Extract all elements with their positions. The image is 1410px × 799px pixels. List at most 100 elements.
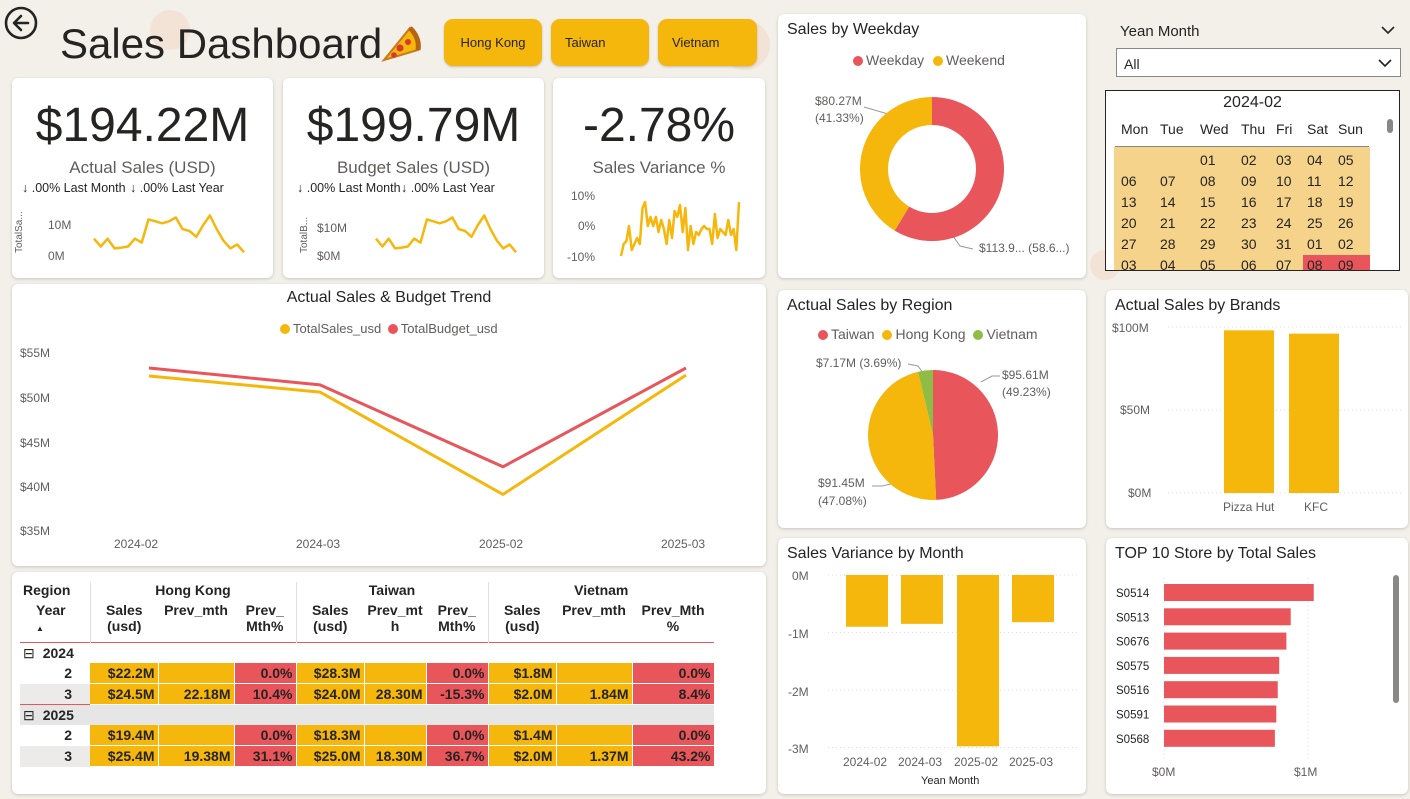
calendar-day[interactable]: 10 bbox=[1276, 173, 1292, 189]
region-pie-card[interactable]: Actual Sales by Region Taiwan Hong Kong … bbox=[778, 290, 1086, 528]
top-stores-bar-chart: $0M $1M S0514 S0513 S0676 S0575 S0516 S0591 S0… bbox=[1116, 578, 1317, 779]
calendar-day[interactable]: 08 bbox=[1200, 173, 1216, 189]
calendar-day[interactable]: 26 bbox=[1338, 215, 1354, 231]
calendar-day[interactable]: 07 bbox=[1160, 173, 1176, 189]
hong-kong-button[interactable]: Hong Kong bbox=[444, 19, 542, 66]
calendar-day[interactable]: 01 bbox=[1200, 152, 1216, 168]
matrix-year-header: Year ▲ bbox=[20, 602, 90, 643]
calendar-scrollbar[interactable] bbox=[1387, 119, 1393, 133]
calendar-day[interactable]: 27 bbox=[1121, 236, 1137, 252]
collapse-icon[interactable]: ⊟ bbox=[23, 706, 35, 723]
calendar-day[interactable]: 15 bbox=[1200, 194, 1216, 210]
y-tick: -3M bbox=[788, 742, 809, 756]
matrix-value-cell: 0.0% bbox=[632, 725, 715, 746]
matrix-value-cell: 10.4% bbox=[234, 683, 297, 705]
calendar-day[interactable]: 14 bbox=[1160, 194, 1176, 210]
calendar-day[interactable]: 07 bbox=[1276, 257, 1292, 271]
calendar-day[interactable]: 29 bbox=[1200, 236, 1216, 252]
calendar-day[interactable]: 16 bbox=[1241, 194, 1257, 210]
region-matrix-card[interactable]: Region Hong Kong Taiwan Vietnam Year ▲ Sales (u… bbox=[12, 572, 766, 794]
matrix-value-cell bbox=[556, 663, 633, 684]
calendar-day[interactable]: 22 bbox=[1200, 215, 1216, 231]
calendar-day[interactable]: 13 bbox=[1121, 194, 1137, 210]
table-row: 3 $24.5M 22.18M 10.4% $24.0M 28.30M -15.3% $2.0… bbox=[20, 683, 715, 705]
calendar-day[interactable]: 19 bbox=[1338, 194, 1354, 210]
calendar-day[interactable]: 06 bbox=[1241, 257, 1257, 271]
legend-swatch bbox=[280, 324, 290, 334]
matrix-column-header-line: Sales bbox=[105, 602, 143, 618]
matrix-value-cell: 19.38M bbox=[158, 745, 235, 767]
calendar-day[interactable]: 04 bbox=[1160, 257, 1176, 271]
matrix-value-cell: 43.2% bbox=[632, 745, 715, 767]
legend-label: Vietnam bbox=[986, 326, 1038, 342]
calendar-day[interactable]: 31 bbox=[1276, 236, 1292, 252]
calendar-day[interactable]: 18 bbox=[1307, 194, 1323, 210]
calendar-day[interactable]: 02 bbox=[1241, 152, 1257, 168]
variance-bar-2 bbox=[957, 575, 999, 747]
pie-slice-hong-kong bbox=[868, 371, 937, 500]
matrix-year-row[interactable]: ⊟ 2024 bbox=[20, 642, 714, 664]
calendar-day[interactable]: 03 bbox=[1121, 257, 1137, 271]
matrix-column-header: Prev_Mth% bbox=[632, 602, 714, 643]
matrix-value-cell: 1.37M bbox=[556, 745, 633, 767]
back-button[interactable] bbox=[4, 6, 38, 40]
matrix-column-header: Sales (usd) bbox=[487, 602, 556, 643]
top-stores-chart-card[interactable]: TOP 10 Store by Total Sales $0M $1M S051… bbox=[1106, 538, 1408, 794]
x-tick: 2024-03 bbox=[898, 755, 942, 769]
calendar-day[interactable]: 09 bbox=[1334, 255, 1370, 270]
store-label: S0575 bbox=[1116, 661, 1149, 673]
matrix-column-header-line: Prev_mth bbox=[164, 602, 228, 618]
brands-chart-card[interactable]: Actual Sales by Brands $100M $50M $0M Pi… bbox=[1106, 290, 1408, 528]
slicer-dropdown[interactable]: All bbox=[1116, 48, 1401, 77]
calendar-day[interactable]: 09 bbox=[1241, 173, 1257, 189]
matrix-value-cell: $22.2M bbox=[90, 663, 159, 684]
variance-chart-card[interactable]: Sales Variance by Month 0M -1M -2M -3M 2… bbox=[778, 538, 1086, 794]
calendar-day[interactable]: 28 bbox=[1160, 236, 1176, 252]
kpi-card-actual-sales[interactable]: $194.22M Actual Sales (USD) ↓ .00% Last … bbox=[12, 78, 273, 278]
matrix-column-header-line: (usd) bbox=[505, 618, 540, 634]
calendar-day[interactable]: 21 bbox=[1160, 215, 1176, 231]
calendar-day[interactable]: 06 bbox=[1121, 173, 1137, 189]
matrix-column-header: Prev_mth bbox=[556, 602, 632, 643]
calendar-day[interactable]: 24 bbox=[1276, 215, 1292, 231]
calendar-day[interactable]: 20 bbox=[1121, 215, 1137, 231]
calendar-day[interactable]: 04 bbox=[1307, 152, 1323, 168]
slicer-title: Yean Month bbox=[1120, 23, 1200, 40]
scrollbar-thumb[interactable] bbox=[1393, 575, 1399, 703]
chevron-down-icon[interactable] bbox=[1380, 24, 1396, 36]
matrix-value-cell: $24.5M bbox=[90, 683, 159, 705]
calendar-day[interactable]: 08 bbox=[1303, 255, 1339, 270]
calendar-day[interactable]: 30 bbox=[1241, 236, 1257, 252]
calendar-day[interactable]: 11 bbox=[1307, 173, 1322, 189]
matrix-value-cell bbox=[158, 663, 235, 684]
trend-chart-card[interactable]: Actual Sales & Budget Trend TotalSales_u… bbox=[12, 284, 766, 566]
store-bar-2 bbox=[1164, 632, 1287, 650]
calendar-day[interactable]: 25 bbox=[1307, 215, 1323, 231]
calendar-month-title: 2024-02 bbox=[1223, 94, 1282, 111]
calendar-day[interactable]: 01 bbox=[1307, 236, 1323, 252]
calendar-day[interactable]: 03 bbox=[1276, 152, 1292, 168]
calendar-day[interactable]: 17 bbox=[1276, 194, 1292, 210]
taiwan-button[interactable]: Taiwan bbox=[551, 19, 649, 66]
calendar-weekday-label: Sun bbox=[1338, 121, 1363, 137]
matrix-column-header: Prev_Mth% bbox=[234, 602, 296, 643]
calendar-day[interactable]: 02 bbox=[1338, 236, 1354, 252]
collapse-icon[interactable]: ⊟ bbox=[23, 644, 35, 661]
calendar-day[interactable]: 05 bbox=[1338, 152, 1354, 168]
kpi-card-budget-sales[interactable]: $199.79M Budget Sales (USD) ↓ .00% Last … bbox=[283, 78, 544, 278]
matrix-value-cell: $28.3M bbox=[296, 663, 365, 684]
weekday-chart-card[interactable]: Sales by Weekday Weekday Weekend $80.27M… bbox=[778, 14, 1086, 278]
pie-slice-vietnam bbox=[918, 370, 933, 435]
calendar-day[interactable]: 12 bbox=[1338, 173, 1354, 189]
calendar-day[interactable]: 05 bbox=[1200, 257, 1216, 271]
calendar-day bbox=[1121, 150, 1153, 171]
calendar-picker[interactable]: 2024-02 Mon Tue Wed Thu Fri Sat Sun 01 02 03 04 05… bbox=[1105, 90, 1400, 271]
brand-bar-1 bbox=[1289, 333, 1339, 493]
matrix-year-row[interactable]: ⊟ 2025 bbox=[20, 704, 714, 725]
matrix-value-cell: $25.4M bbox=[90, 745, 159, 767]
calendar-day[interactable]: 23 bbox=[1241, 215, 1257, 231]
vietnam-button[interactable]: Vietnam bbox=[658, 19, 757, 66]
matrix-column-header-line: h bbox=[390, 618, 400, 634]
y-tick: $40M bbox=[20, 480, 50, 494]
kpi-card-sales-variance[interactable]: -2.78% Sales Variance % 10% 0% -10% bbox=[553, 78, 765, 278]
